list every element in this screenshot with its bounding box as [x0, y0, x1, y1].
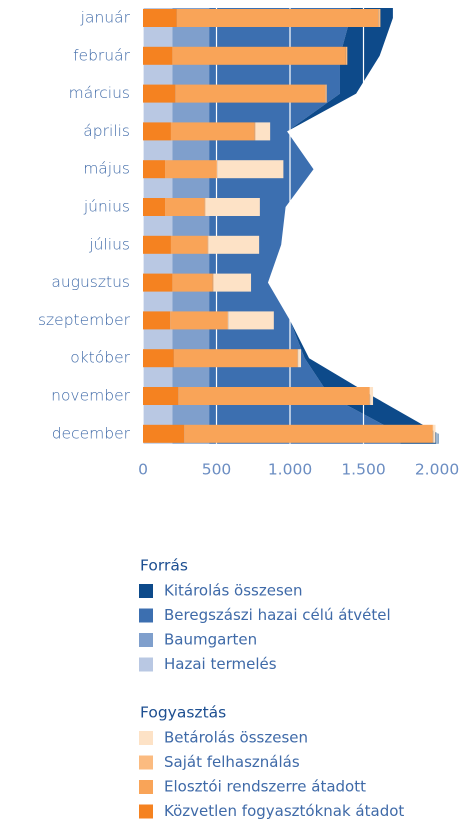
- bar-segment: [173, 349, 298, 368]
- bar-segment: [143, 46, 173, 65]
- bar-segment: [378, 9, 381, 27]
- area: [143, 8, 173, 444]
- bar-segment: [345, 46, 348, 65]
- legend-swatch: [139, 804, 153, 819]
- bar-segment: [170, 235, 208, 254]
- legend-swatch: [139, 584, 153, 598]
- bar-segment: [170, 311, 228, 330]
- category-label: október: [70, 349, 130, 367]
- legend-label: Közvetlen fogyasztóknak átadot: [164, 802, 404, 820]
- legend-swatch: [139, 731, 153, 745]
- bar-segment: [143, 387, 179, 405]
- x-tick-label: 1.500: [341, 461, 385, 479]
- category-label: június: [83, 198, 130, 216]
- bar-segment: [143, 311, 171, 330]
- bar-segment: [143, 122, 171, 141]
- bar-segment: [176, 9, 379, 27]
- bar-segment: [255, 122, 271, 141]
- legend-swatch: [139, 657, 153, 672]
- legend-label: Betárolás összesen: [164, 729, 308, 747]
- legend-label: Beregszászi hazai célú átvétel: [164, 606, 391, 624]
- x-tick-label: 1.000: [268, 461, 312, 479]
- bar-segment: [432, 424, 434, 443]
- bar-segment: [143, 9, 177, 27]
- bar-segment: [228, 311, 274, 330]
- bar-segment: [143, 235, 171, 254]
- bar-segment: [143, 198, 166, 216]
- bar-segment: [170, 122, 255, 141]
- category-label: szeptember: [38, 311, 131, 329]
- bar-segment: [204, 198, 206, 216]
- legend-swatch: [139, 608, 153, 623]
- bar-segment: [254, 122, 256, 141]
- category-label: április: [83, 122, 130, 140]
- bar-segment: [172, 46, 346, 65]
- legend-title: Fogyasztás: [140, 704, 226, 722]
- category-label: augusztus: [51, 273, 130, 291]
- bar-segment: [369, 387, 371, 405]
- bar-segment: [165, 198, 205, 216]
- bar-segment: [143, 84, 176, 103]
- category-label: november: [51, 387, 130, 405]
- x-tick-label: 0: [138, 461, 148, 479]
- bar-segment: [212, 273, 214, 292]
- bar-segment: [184, 424, 433, 443]
- bar-segment: [370, 387, 374, 405]
- bar-segment: [217, 160, 284, 179]
- legend-swatch: [139, 633, 153, 647]
- category-label: március: [69, 84, 130, 102]
- bar-segment: [175, 84, 326, 103]
- bar-segment: [143, 349, 174, 368]
- category-label: május: [83, 160, 130, 178]
- legend-label: Baumgarten: [164, 631, 257, 649]
- area: [209, 8, 401, 444]
- legend-label: Hazai termelés: [164, 655, 277, 673]
- legend-label: Kitárolás összesen: [164, 582, 303, 600]
- bar-segment: [227, 311, 229, 330]
- bar-segment: [178, 387, 370, 405]
- bar-segment: [207, 235, 209, 254]
- legend-swatch: [139, 755, 153, 770]
- bar-segment: [433, 424, 436, 443]
- bar-segment: [297, 349, 299, 368]
- x-tick-label: 2.000: [415, 461, 459, 479]
- bar-segment: [143, 273, 173, 292]
- category-label: február: [73, 46, 131, 64]
- legend-swatch: [139, 780, 153, 794]
- area: [172, 8, 210, 444]
- category-label: december: [52, 424, 131, 442]
- area: [267, 8, 439, 444]
- category-label: július: [88, 235, 130, 253]
- legend-title: Forrás: [140, 557, 188, 575]
- bar-segment: [165, 160, 217, 179]
- bar-segment: [172, 273, 213, 292]
- bar-segment: [325, 84, 327, 103]
- legend-label: Saját felhasználás: [164, 753, 300, 771]
- bar-segment: [298, 349, 302, 368]
- legend-label: Elosztói rendszerre átadott: [164, 778, 366, 796]
- bar-segment: [208, 235, 260, 254]
- bar-segment: [216, 160, 218, 179]
- bar-segment: [143, 160, 166, 179]
- category-label: január: [80, 9, 131, 27]
- bar-segment: [143, 424, 185, 443]
- bar-segment: [213, 273, 252, 292]
- bar-segment: [205, 198, 260, 216]
- x-tick-label: 500: [202, 461, 232, 479]
